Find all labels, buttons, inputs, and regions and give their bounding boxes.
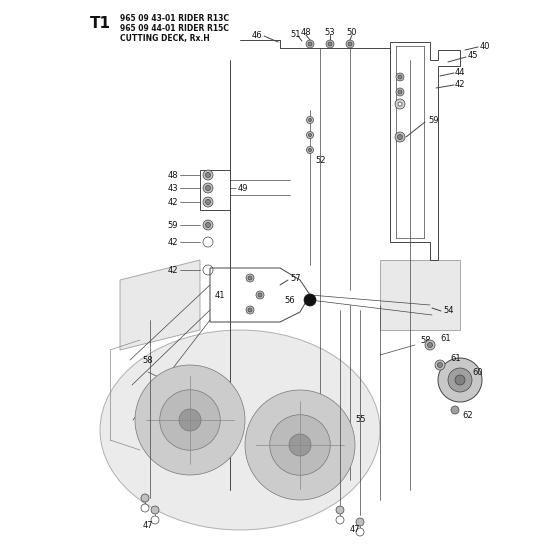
Text: 48: 48 [167,170,178,180]
Text: 58: 58 [420,335,431,344]
Text: 53: 53 [325,27,335,36]
Text: 965 09 44-01 RIDER R15C: 965 09 44-01 RIDER R15C [120,24,229,33]
Circle shape [328,42,332,46]
Text: 47: 47 [143,520,153,530]
Circle shape [304,294,316,306]
Circle shape [306,40,314,48]
Circle shape [206,199,211,204]
Circle shape [398,90,402,94]
Text: 46: 46 [252,30,263,40]
Text: 45: 45 [468,50,478,59]
Circle shape [396,73,404,81]
Circle shape [398,75,402,79]
Circle shape [346,40,354,48]
Circle shape [326,40,334,48]
Circle shape [270,415,330,475]
Circle shape [203,197,213,207]
Circle shape [336,506,344,514]
Circle shape [448,368,472,392]
Circle shape [395,99,405,109]
Text: 48: 48 [301,27,311,36]
Text: 42: 42 [167,237,178,246]
Text: 57: 57 [290,273,301,282]
Text: 42: 42 [167,198,178,207]
Circle shape [203,183,213,193]
Polygon shape [380,260,460,330]
Circle shape [308,42,312,46]
Text: 54: 54 [443,306,454,315]
Circle shape [141,504,149,512]
Text: 42: 42 [455,80,465,88]
Circle shape [256,291,264,299]
Circle shape [141,494,149,502]
Circle shape [435,360,445,370]
Circle shape [356,528,364,536]
Circle shape [395,132,405,142]
Text: 55: 55 [355,416,366,424]
Circle shape [356,518,364,526]
Ellipse shape [100,330,380,530]
Circle shape [151,506,159,514]
Circle shape [309,133,311,137]
Circle shape [246,306,254,314]
Text: 61: 61 [450,353,461,362]
Text: 59: 59 [167,221,178,230]
Text: 42: 42 [167,265,178,274]
Text: 52: 52 [315,156,325,165]
Circle shape [135,365,245,475]
Bar [200,170,230,210]
Circle shape [203,170,213,180]
Circle shape [248,308,252,312]
Circle shape [427,343,432,348]
Text: 41: 41 [215,291,226,300]
Text: 62: 62 [462,410,473,419]
Circle shape [438,358,482,402]
Polygon shape [120,260,200,350]
Circle shape [437,362,442,367]
Text: 59: 59 [428,115,438,124]
Circle shape [306,147,314,153]
Circle shape [203,220,213,230]
Text: 43: 43 [167,184,178,193]
Text: 50: 50 [347,27,357,36]
Text: 51: 51 [291,30,301,39]
Circle shape [151,516,159,524]
Circle shape [258,293,262,297]
Text: 61: 61 [440,334,451,343]
Text: 965 09 43-01 RIDER R13C: 965 09 43-01 RIDER R13C [120,14,229,23]
Circle shape [348,42,352,46]
Text: 58: 58 [143,356,153,365]
Circle shape [398,134,403,139]
Circle shape [160,390,220,450]
Circle shape [245,390,355,500]
Circle shape [206,185,211,190]
Circle shape [451,406,459,414]
Circle shape [396,88,404,96]
Text: T1: T1 [90,16,111,31]
Circle shape [206,222,211,227]
Text: 47: 47 [349,525,360,534]
Circle shape [246,274,254,282]
Circle shape [306,116,314,124]
Text: 49: 49 [238,184,249,193]
Circle shape [179,409,201,431]
Circle shape [289,434,311,456]
Circle shape [309,148,311,152]
Text: 40: 40 [480,41,491,50]
Text: 60: 60 [472,367,483,376]
Circle shape [206,172,211,178]
Text: 44: 44 [455,68,465,77]
Circle shape [248,276,252,280]
Text: CUTTING DECK, Rx.H: CUTTING DECK, Rx.H [120,34,210,43]
Circle shape [455,375,465,385]
Circle shape [398,102,402,106]
Circle shape [425,340,435,350]
Circle shape [336,516,344,524]
Circle shape [309,119,311,122]
Text: 56: 56 [284,296,295,305]
Circle shape [306,132,314,138]
